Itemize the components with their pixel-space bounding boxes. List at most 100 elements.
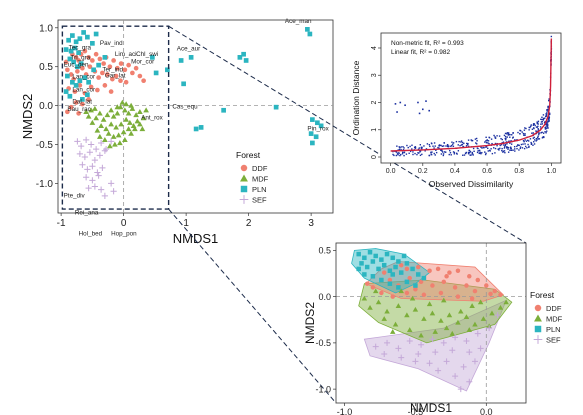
species-label: Cas_equ [172,104,198,111]
point-sef [86,149,93,156]
point-sef [103,146,110,153]
point-pln [77,36,83,42]
shepard-point [547,124,549,126]
point-sef [95,172,102,179]
point-sef [466,378,473,385]
point-ddf [452,285,458,290]
point-sef [494,312,501,319]
shepard-point [528,126,530,129]
shepard-point [408,152,410,154]
shepard-point [463,142,465,145]
shepard-point [494,137,497,139]
shepard-point [531,128,534,130]
point-mdf [361,295,368,301]
shepard-point [402,149,405,151]
shepard-point [478,152,480,155]
shepard-point [524,145,527,148]
shepard-point [499,144,501,147]
shepard-point [505,139,507,141]
shepard-point [520,143,523,146]
shepard-point [548,115,550,118]
point-ddf [387,277,393,283]
shepard-point [506,133,508,135]
point-ddf [82,48,88,54]
point-pln [193,126,199,132]
point-mdf [83,108,89,114]
shepard-point [514,150,516,152]
point-mdf [97,110,103,116]
point-sef [432,349,439,356]
shepard-point [493,147,495,149]
shepard-point [536,130,538,133]
shepard-point [541,131,543,134]
point-ddf [87,64,93,70]
shepard-point [530,142,533,145]
shepard-point [414,146,417,148]
point-ddf [475,277,481,283]
point-sef [395,345,402,352]
shepard-point [548,99,550,102]
shepard-point [414,152,416,155]
point-pln [396,285,401,290]
y-tick-label: 3 [371,73,378,77]
species-label: Bau_rac [67,106,90,113]
point-sef [99,164,106,171]
point-ddf [421,292,427,298]
shepard-point [393,154,395,157]
species-label: Ant_rox [141,115,164,122]
point-pln [198,125,204,130]
point-pln [401,253,407,259]
point-ddf [113,73,119,79]
shepard-point [461,141,464,144]
shepard-point [476,147,479,149]
shepard-point [403,154,405,157]
point-mdf [367,304,373,310]
shepard-point [440,144,442,147]
point-mdf [122,107,128,113]
shepard-point [428,143,431,146]
shepard-point [469,154,471,156]
shepard-point [457,150,460,152]
shepard-point [531,132,533,134]
shepard-point [518,144,520,147]
shepard-point [545,113,547,115]
shepard-point [409,150,412,153]
shepard-point [538,133,540,136]
shepard-point [548,116,551,119]
shepard-point [490,148,492,150]
point-ddf [137,73,143,79]
shepard-point [414,146,417,149]
point-pln [153,70,159,76]
point-pln [75,64,80,70]
point-ddf [65,109,70,115]
shepard-point [511,134,513,136]
point-pln [93,31,99,37]
shepard-point [411,144,413,146]
point-mdf [137,108,143,114]
shepard-outlier-point [417,101,419,104]
point-sef [460,363,467,370]
point-mdf [110,113,117,119]
point-pln [273,104,279,110]
point-ddf [469,296,475,301]
point-pln [356,251,361,257]
point-ddf [100,70,105,76]
x-tick-label: -1.0 [337,407,353,415]
point-sef [94,169,101,176]
shepard-point [401,153,404,155]
point-mdf [119,99,126,105]
shepard-point [548,120,550,122]
point-pln [78,61,84,66]
point-sef [110,188,117,195]
point-pln [86,79,91,85]
shepard-point [496,144,498,147]
point-sef [452,334,459,341]
shepard-point [491,142,493,145]
shepard-point [458,140,460,143]
point-pln [318,123,324,129]
shepard-point [400,146,402,148]
shepard-point [440,149,442,151]
point-sef [98,139,105,147]
shepard-point [412,153,414,156]
shepard-point [542,117,545,120]
